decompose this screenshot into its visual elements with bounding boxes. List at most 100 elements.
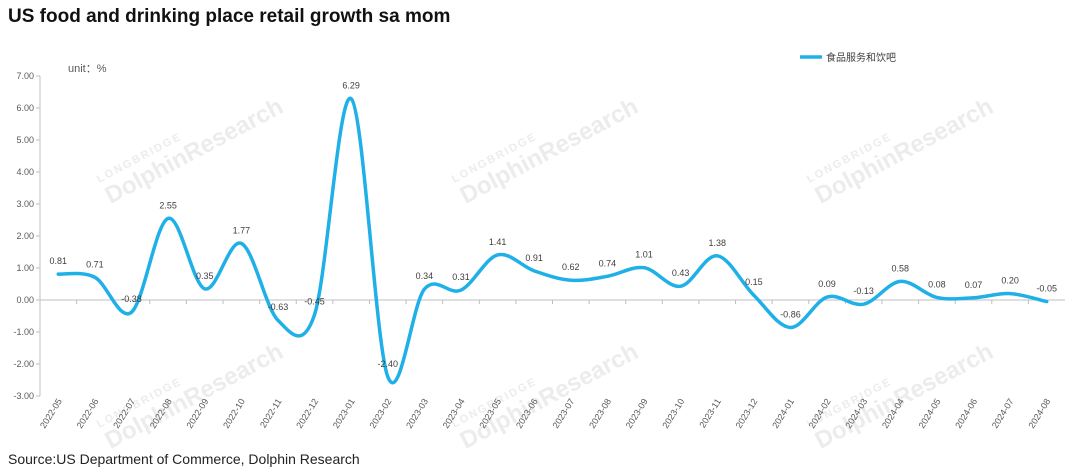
y-tick-label: 7.00 xyxy=(16,71,34,81)
data-label: 0.62 xyxy=(562,262,580,272)
data-point xyxy=(532,269,536,273)
data-point xyxy=(898,279,902,283)
y-tick-label: -3.00 xyxy=(13,391,34,401)
data-label: 1.38 xyxy=(708,238,726,248)
x-tick-label: 2024-04 xyxy=(880,397,906,430)
data-label: 0.74 xyxy=(599,258,617,268)
data-label: -0.38 xyxy=(121,294,142,304)
x-tick-label: 2022-12 xyxy=(294,397,320,430)
x-tick-label: 2024-06 xyxy=(953,397,979,430)
x-tick-label: 2023-07 xyxy=(551,397,577,430)
x-tick-label: 2024-05 xyxy=(917,397,943,430)
x-tick-label: 2023-09 xyxy=(624,397,650,430)
data-point xyxy=(386,375,390,379)
series-line xyxy=(56,96,1049,385)
x-tick-label: 2024-02 xyxy=(807,397,833,430)
data-label: -0.45 xyxy=(304,296,325,306)
data-point xyxy=(752,293,756,297)
data-label: 2.55 xyxy=(159,200,177,210)
data-point xyxy=(203,287,207,291)
data-labels: 0.81 0.71 -0.38 2.55 0.35 1.77 -0.63 -0.45 6.29 -… xyxy=(50,81,1057,379)
y-axis: 7.00 6.00 5.00 4.00 3.00 2.00 1.00 0.00 -1.00 -2.… xyxy=(13,71,41,401)
x-tick-label: 2023-08 xyxy=(587,397,613,430)
data-point xyxy=(1045,300,1049,304)
source-note: Source:US Department of Commerce, Dolphi… xyxy=(8,451,360,467)
x-tick-label: 2024-03 xyxy=(843,397,869,430)
x-tick-label: 2024-01 xyxy=(770,397,796,430)
data-point xyxy=(971,296,975,300)
data-point xyxy=(422,287,426,291)
data-label: 0.31 xyxy=(452,272,470,282)
data-label: 1.41 xyxy=(489,237,507,247)
data-label: 0.81 xyxy=(50,256,68,266)
x-tick-label: 2022-05 xyxy=(38,397,64,430)
data-point xyxy=(349,97,353,101)
data-label: -0.05 xyxy=(1036,284,1057,294)
x-tick-label: 2024-07 xyxy=(990,397,1016,430)
data-point xyxy=(459,288,463,292)
x-tick-label: 2023-05 xyxy=(477,397,503,430)
data-label: 1.01 xyxy=(635,250,653,260)
x-tick-label: 2023-11 xyxy=(697,397,723,430)
data-label: -0.63 xyxy=(268,302,289,312)
data-point xyxy=(642,266,646,270)
data-label: 6.29 xyxy=(342,81,360,91)
data-point xyxy=(313,312,317,316)
y-tick-label: 4.00 xyxy=(16,167,34,177)
data-point xyxy=(935,295,939,299)
data-label: 0.20 xyxy=(1001,276,1019,286)
data-point xyxy=(166,216,170,220)
data-label: 0.71 xyxy=(86,259,104,269)
x-tick-label: 2023-03 xyxy=(404,397,430,430)
data-point xyxy=(56,272,60,276)
data-point xyxy=(605,274,609,278)
legend: 食品服务和饮吧 xyxy=(800,51,896,64)
x-tick-label: 2023-04 xyxy=(441,397,467,430)
x-tick-label: 2022-10 xyxy=(221,397,247,430)
y-tick-label: -1.00 xyxy=(13,327,34,337)
data-point xyxy=(93,275,97,279)
data-label: 0.35 xyxy=(196,271,214,281)
x-tick-label: 2023-01 xyxy=(331,397,357,430)
data-point xyxy=(788,326,792,330)
legend-label: 食品服务和饮吧 xyxy=(826,51,896,64)
data-label: 0.58 xyxy=(892,263,910,273)
y-tick-label: 2.00 xyxy=(16,231,34,241)
x-axis: 2022-05 2022-06 2022-07 2022-08 2022-09 2022-… xyxy=(38,299,1065,430)
x-tick-label: 2024-08 xyxy=(1026,397,1052,430)
x-tick-label: 2023-12 xyxy=(734,397,760,430)
y-tick-label: 0.00 xyxy=(16,295,34,305)
data-point xyxy=(496,253,500,257)
data-label: 0.07 xyxy=(965,280,983,290)
x-tick-label: 2023-06 xyxy=(514,397,540,430)
unit-label: unit：% xyxy=(68,63,107,75)
data-label: 1.77 xyxy=(233,225,251,235)
y-tick-label: -2.00 xyxy=(13,359,34,369)
data-label: 0.91 xyxy=(525,253,543,263)
data-point xyxy=(715,254,719,258)
x-tick-label: 2022-08 xyxy=(148,397,174,430)
x-tick-label: 2022-06 xyxy=(75,397,101,430)
data-label: 0.43 xyxy=(672,268,690,278)
x-tick-label: 2023-02 xyxy=(367,397,393,430)
data-label: 0.08 xyxy=(928,279,946,289)
data-point xyxy=(276,318,280,322)
data-label: 0.15 xyxy=(745,277,763,287)
data-point xyxy=(569,278,573,282)
data-label: 0.34 xyxy=(416,271,434,281)
x-tick-label: 2022-07 xyxy=(111,397,137,430)
y-tick-label: 5.00 xyxy=(16,135,34,145)
x-tick-label: 2022-11 xyxy=(258,397,284,430)
data-label: -2.40 xyxy=(378,359,399,369)
data-label: -0.13 xyxy=(853,286,874,296)
y-tick-label: 1.00 xyxy=(16,263,34,273)
data-point xyxy=(1008,292,1012,296)
x-tick-label: 2022-09 xyxy=(184,397,210,430)
data-point xyxy=(825,295,829,299)
y-tick-label: 6.00 xyxy=(16,103,34,113)
x-tick-label: 2023-10 xyxy=(660,397,686,430)
data-point xyxy=(130,310,134,314)
data-point xyxy=(239,241,243,245)
data-point xyxy=(862,302,866,306)
